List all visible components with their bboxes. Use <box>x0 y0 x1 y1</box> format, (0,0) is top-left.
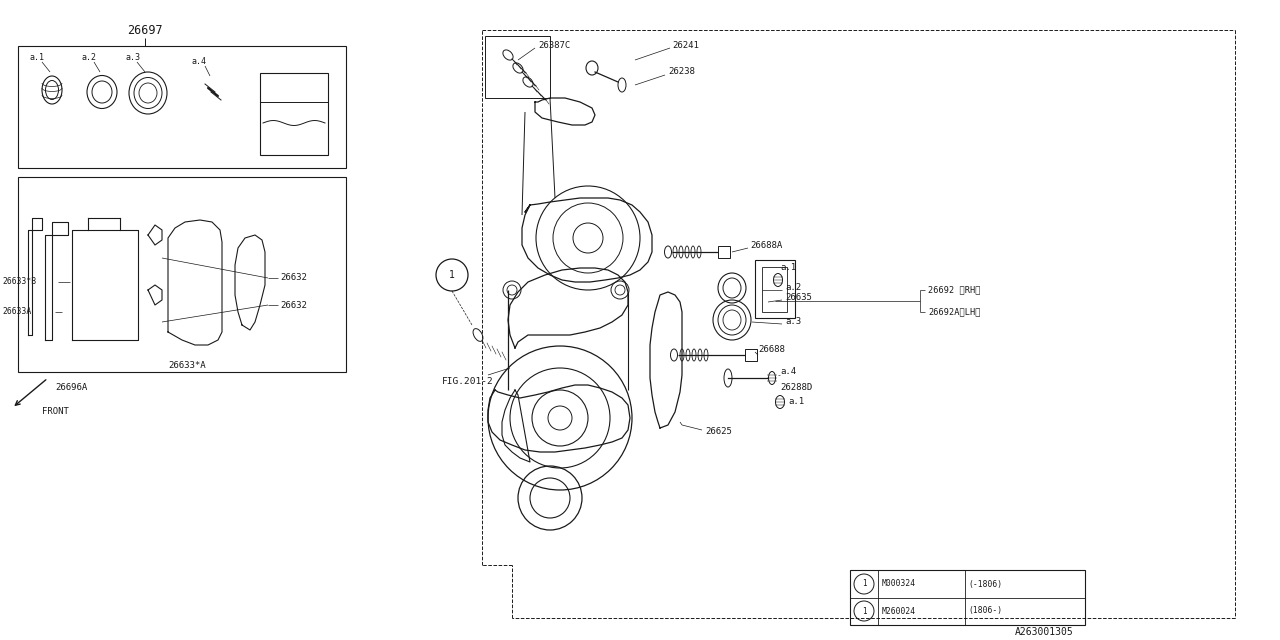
Text: 26241: 26241 <box>672 40 699 49</box>
Text: a.1: a.1 <box>788 397 804 406</box>
Text: 1: 1 <box>861 579 867 589</box>
Text: a.3: a.3 <box>785 317 801 326</box>
Text: A263001305: A263001305 <box>1015 627 1074 637</box>
Text: 26697: 26697 <box>127 24 163 36</box>
Text: 1: 1 <box>449 270 454 280</box>
Bar <box>745 349 756 361</box>
Text: 26633*A: 26633*A <box>168 362 206 371</box>
Text: a.2: a.2 <box>82 54 97 63</box>
Text: a.3: a.3 <box>125 54 140 63</box>
Text: a.4: a.4 <box>780 367 796 376</box>
Bar <box>18 177 346 372</box>
Text: FIG.201-2: FIG.201-2 <box>442 378 494 387</box>
Text: 26238: 26238 <box>668 67 695 77</box>
Text: 26625: 26625 <box>705 428 732 436</box>
Text: M260024: M260024 <box>882 607 916 616</box>
Text: a.1: a.1 <box>780 264 796 273</box>
Text: 26633*B: 26633*B <box>3 278 36 287</box>
Text: M000324: M000324 <box>882 579 916 589</box>
Bar <box>850 570 1085 625</box>
Text: 26692 〈RH〉: 26692 〈RH〉 <box>928 285 980 294</box>
Text: a.4: a.4 <box>192 58 207 67</box>
Text: 26632: 26632 <box>280 301 307 310</box>
Text: a.1: a.1 <box>29 54 45 63</box>
Text: 26688A: 26688A <box>750 241 782 250</box>
Bar <box>755 260 795 318</box>
Text: 26696A: 26696A <box>55 383 87 392</box>
Bar <box>18 46 346 168</box>
Text: 26387C: 26387C <box>538 40 571 49</box>
Text: 26692A〈LH〉: 26692A〈LH〉 <box>928 307 980 317</box>
Text: 26688: 26688 <box>758 346 785 355</box>
Bar <box>260 73 328 155</box>
Text: a.2: a.2 <box>785 284 801 292</box>
Text: 26633A: 26633A <box>3 307 31 317</box>
Text: 26632: 26632 <box>280 273 307 282</box>
Text: 1: 1 <box>861 607 867 616</box>
Text: 26635: 26635 <box>785 294 812 303</box>
Text: (1806-): (1806-) <box>968 607 1002 616</box>
Bar <box>718 246 730 258</box>
Text: (-1806): (-1806) <box>968 579 1002 589</box>
Bar <box>485 36 550 98</box>
Text: FRONT: FRONT <box>42 408 69 417</box>
Text: 26288D: 26288D <box>780 383 813 392</box>
Bar <box>762 267 787 312</box>
